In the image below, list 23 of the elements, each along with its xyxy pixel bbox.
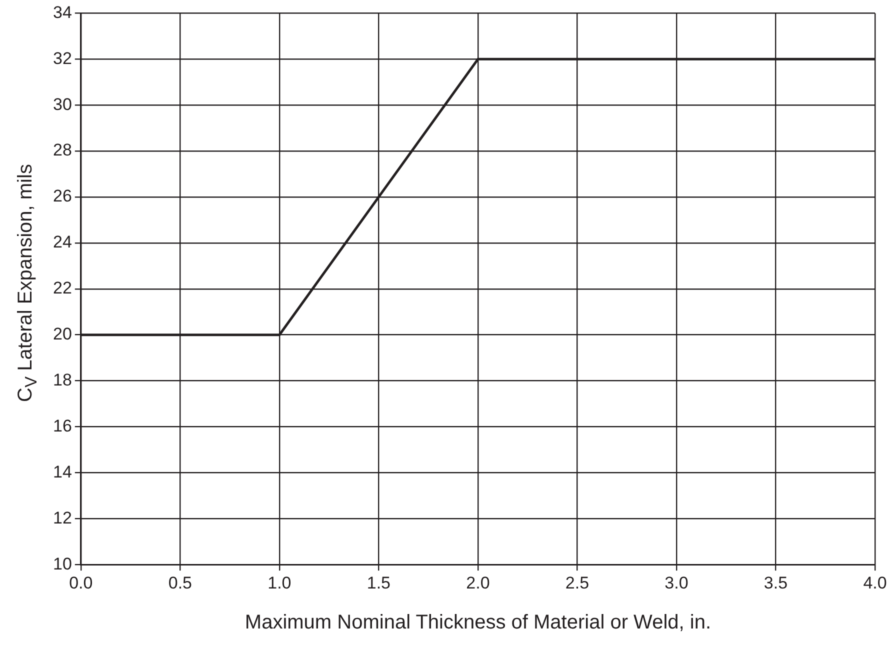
y-tick-label: 34 bbox=[52, 2, 72, 22]
x-tick-label: 1.0 bbox=[268, 573, 292, 592]
x-tick-label: 1.5 bbox=[366, 573, 391, 592]
y-tick-label: 20 bbox=[52, 324, 72, 344]
x-tick-label: 0.0 bbox=[69, 573, 93, 592]
y-tick-label: 14 bbox=[52, 462, 72, 482]
y-tick-label: 32 bbox=[52, 48, 72, 68]
x-tick-label: 3.0 bbox=[664, 573, 688, 592]
x-tick-label: 0.5 bbox=[168, 573, 192, 592]
y-tick-label: 26 bbox=[52, 186, 72, 206]
x-tick-label: 2.0 bbox=[466, 573, 490, 592]
y-tick-label: 10 bbox=[52, 554, 72, 574]
y-tick-label: 16 bbox=[52, 416, 72, 436]
x-axis-title: Maximum Nominal Thickness of Material or Weld, in. bbox=[244, 612, 711, 634]
y-tick-label: 24 bbox=[52, 232, 72, 252]
y-tick-label: 28 bbox=[52, 140, 72, 160]
x-tick-label: 4.0 bbox=[863, 573, 887, 592]
y-tick-label: 30 bbox=[52, 94, 72, 114]
y-tick-label: 22 bbox=[52, 278, 72, 298]
x-tick-label: 3.5 bbox=[764, 573, 788, 592]
y-tick-label: 12 bbox=[52, 508, 72, 528]
y-tick-label: 18 bbox=[52, 370, 72, 390]
x-tick-label: 2.5 bbox=[565, 573, 590, 592]
